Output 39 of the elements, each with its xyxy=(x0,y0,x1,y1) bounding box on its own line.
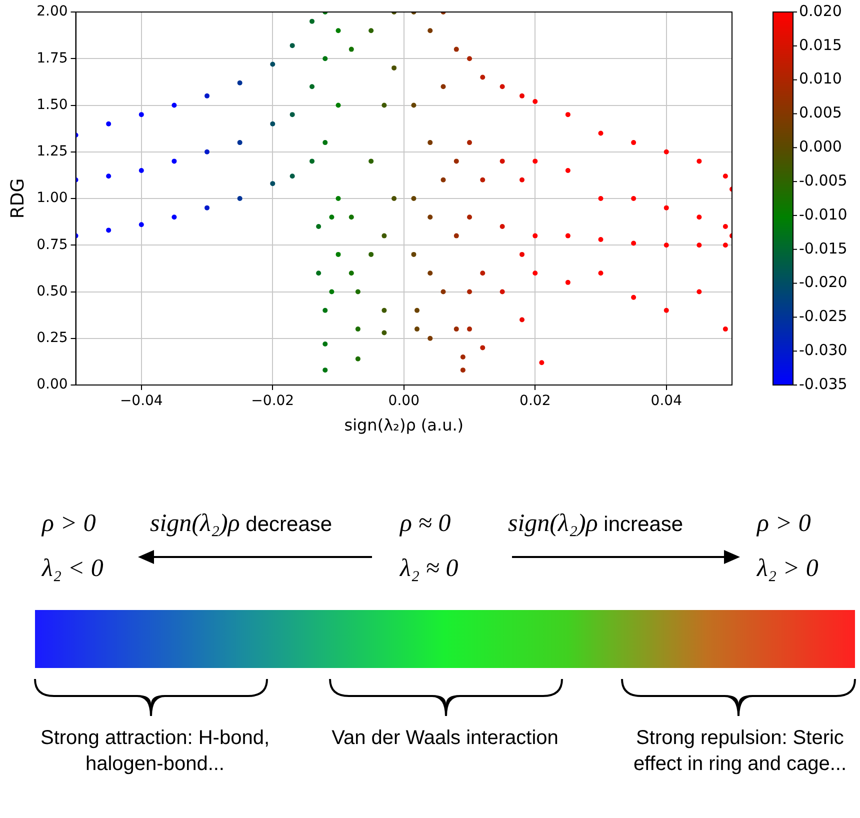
color-bar-label: -0.005 xyxy=(799,171,848,190)
text: ρ ≈ 0 xyxy=(400,510,451,537)
y-tick-label: 0.25 xyxy=(36,330,68,346)
y-axis-title: RDG xyxy=(7,178,28,219)
x-tick-label: 0.02 xyxy=(520,393,551,410)
color-bar-label: -0.030 xyxy=(799,340,848,359)
y-tick-label: 0.50 xyxy=(36,283,68,300)
text: ρ > 0 xyxy=(757,510,811,537)
y-tick-label: 0.75 xyxy=(36,236,68,253)
color-bar-label: 0.005 xyxy=(799,104,842,122)
y-tick-label: 2.00 xyxy=(36,4,68,20)
color-bar-label: 0.000 xyxy=(799,138,842,156)
color-bar-label: -0.020 xyxy=(799,273,848,292)
x-tick-label: −0.02 xyxy=(251,393,294,410)
text: sign(λ₂)ρ decrease xyxy=(150,510,332,537)
color-bar-label: -0.035 xyxy=(799,374,848,393)
color-bar-label: -0.010 xyxy=(799,205,848,224)
y-tick-label: 1.75 xyxy=(36,50,68,66)
text: λ₂ ≈ 0 xyxy=(400,555,458,582)
x-tick-label: 0.00 xyxy=(388,393,420,410)
text: λ₂ < 0 xyxy=(42,555,104,582)
y-tick-label: 1.25 xyxy=(36,144,68,160)
color-bar-label: -0.025 xyxy=(799,307,848,326)
text: Van der Waals interaction xyxy=(330,726,560,751)
text: ρ > 0 xyxy=(42,510,96,537)
x-tick-label: 0.04 xyxy=(650,393,682,410)
color-bar-label: 0.020 xyxy=(799,2,842,20)
y-tick-label: 1.50 xyxy=(36,96,68,113)
text: Strong repulsion: Steric effect in ring and cage... xyxy=(632,726,848,777)
color-bar-label: 0.010 xyxy=(799,70,842,88)
text: λ₂ > 0 xyxy=(757,555,818,582)
text: sign(λ₂)ρ increase xyxy=(508,510,684,537)
x-tick-label: −0.04 xyxy=(120,393,163,410)
color-bar-label: -0.015 xyxy=(799,239,848,258)
x-axis-title: sign(λ₂)ρ (a.u.) xyxy=(344,416,464,435)
text: Strong attraction: H-bond, halogen-bond... xyxy=(39,726,270,777)
y-tick-label: 0.00 xyxy=(36,376,68,393)
color-bar-label: 0.015 xyxy=(799,36,842,54)
y-tick-label: 1.00 xyxy=(36,190,68,206)
